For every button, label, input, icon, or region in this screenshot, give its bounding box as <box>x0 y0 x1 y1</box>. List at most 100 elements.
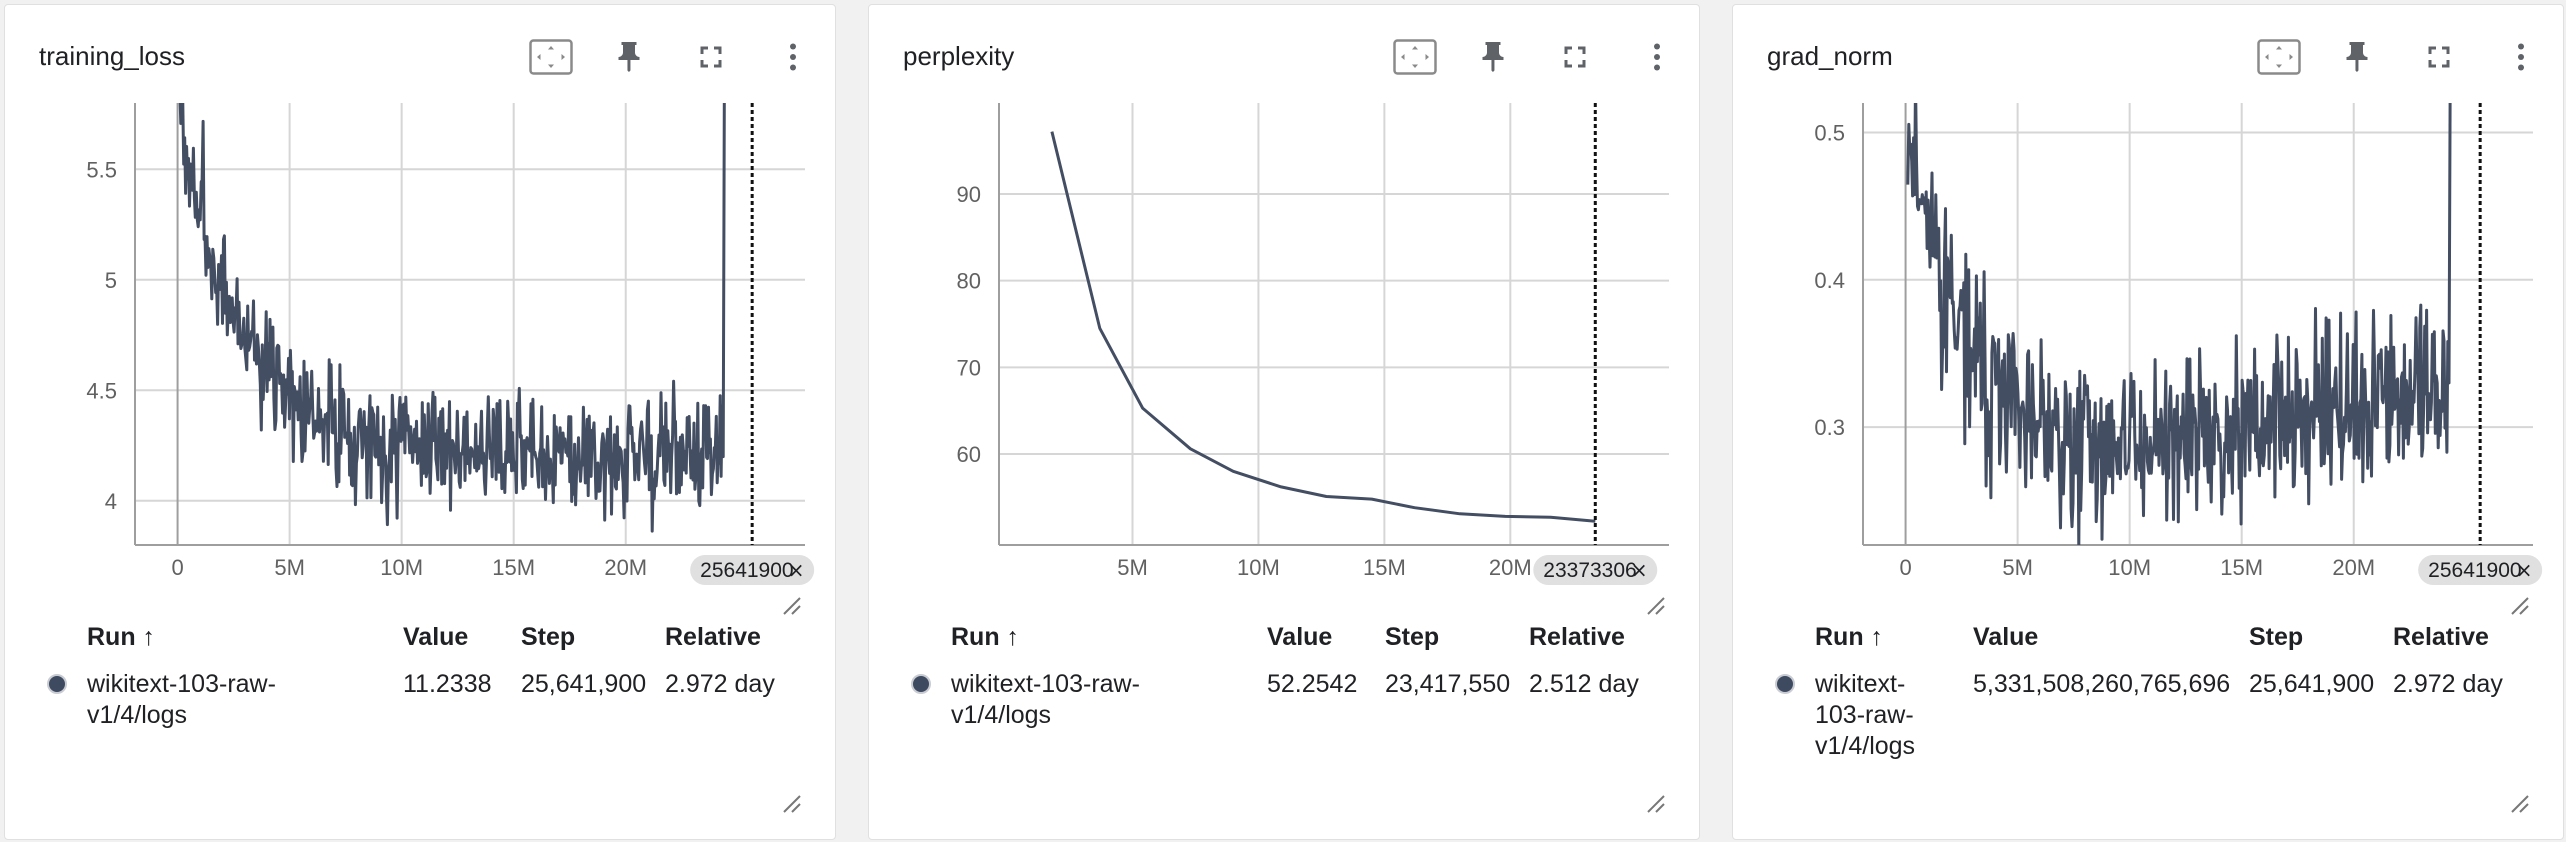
y-tick-label: 5 <box>105 268 117 293</box>
run-name-line: v1/4/logs <box>1815 732 1916 760</box>
fit-domain-icon <box>1393 39 1437 75</box>
column-header-value[interactable]: Value <box>403 623 469 651</box>
fullscreen-button[interactable] <box>1553 35 1597 79</box>
close-icon[interactable]: × <box>2516 558 2533 582</box>
y-tick-label: 80 <box>957 269 981 294</box>
x-tick-label: 0 <box>1899 555 1911 580</box>
run-name-line: wikitext-103-raw- <box>951 670 1140 698</box>
column-header-run[interactable]: Run ↑ <box>87 623 156 651</box>
resize-handle-icon[interactable] <box>781 595 803 617</box>
column-header-relative[interactable]: Relative <box>2393 623 2489 651</box>
y-tick-label: 4.5 <box>86 378 117 403</box>
fullscreen-icon <box>1564 46 1586 68</box>
x-tick-label: 15M <box>2220 555 2263 580</box>
series-line <box>1050 131 1596 523</box>
run-relative-time: 2.972 day <box>665 670 775 698</box>
x-tick-label: 20M <box>2332 555 2375 580</box>
x-tick-label: 5M <box>2002 555 2033 580</box>
chart-card-grad-norm: grad_norm 0.3 0.4 0.5 0 5M 10M 15M 20M 25641900 × <box>1732 4 2564 840</box>
y-tick-label: 0.4 <box>1814 268 1845 293</box>
line-chart[interactable]: 4 4.5 5 5.5 0 5M 10M 15M 20M 25641900× <box>5 97 836 607</box>
pin-icon <box>2346 42 2368 72</box>
x-tick-label: 20M <box>1489 555 1532 580</box>
run-name: wikitext- 103-raw- v1/4/logs <box>1815 669 1965 762</box>
column-header-run[interactable]: Run ↑ <box>1815 623 1884 651</box>
run-name: wikitext-103-raw- v1/4/logs <box>951 669 1201 731</box>
column-header-step[interactable]: Step <box>2249 623 2304 651</box>
line-chart[interactable]: 0.3 0.4 0.5 0 5M 10M 15M 20M 25641900× <box>1733 97 2564 607</box>
run-color-dot[interactable] <box>911 674 931 694</box>
more-options-button[interactable] <box>771 35 815 79</box>
series-line <box>178 103 726 533</box>
run-color-dot[interactable] <box>47 674 67 694</box>
step-badge-label: 25641900 <box>2428 559 2521 582</box>
step-badge[interactable]: 25641900× <box>690 555 815 585</box>
fit-domain-button[interactable] <box>525 35 573 79</box>
card-title: training_loss <box>39 41 185 71</box>
run-step: 25,641,900 <box>521 670 647 698</box>
run-name-line: 103-raw- <box>1815 701 1914 729</box>
run-name-line: v1/4/logs <box>87 701 188 729</box>
run-value: 11.2338 <box>403 670 492 698</box>
y-tick-label: 0.3 <box>1814 415 1845 440</box>
pin-button[interactable] <box>2335 35 2379 79</box>
chart-card-perplexity: perplexity 60 70 80 90 5M 10M 15M 20M 23373306 × <box>868 4 1700 840</box>
column-header-value[interactable]: Value <box>1973 623 2039 651</box>
resize-handle-icon[interactable] <box>1645 793 1667 815</box>
x-tick-label: 0 <box>171 555 183 580</box>
resize-handle-icon[interactable] <box>2509 793 2531 815</box>
pin-button[interactable] <box>1471 35 1515 79</box>
fullscreen-button[interactable] <box>2417 35 2461 79</box>
fullscreen-icon <box>2428 46 2450 68</box>
more-options-button[interactable] <box>2499 35 2543 79</box>
run-color-dot[interactable] <box>1775 674 1795 694</box>
card-title: perplexity <box>903 41 1015 71</box>
fit-domain-button[interactable] <box>1389 35 1437 79</box>
more-vert-icon <box>1654 43 1660 71</box>
x-tick-label: 5M <box>1117 555 1148 580</box>
column-header-relative[interactable]: Relative <box>665 623 761 651</box>
step-badge-label: 23373306 <box>1543 559 1636 582</box>
x-tick-label: 15M <box>492 555 535 580</box>
step-badge[interactable]: 25641900× <box>2418 555 2543 585</box>
x-tick-label: 20M <box>604 555 647 580</box>
x-tick-label: 10M <box>2108 555 2151 580</box>
x-tick-label: 5M <box>274 555 305 580</box>
more-vert-icon <box>790 43 796 71</box>
y-tick-label: 90 <box>957 182 981 207</box>
fit-domain-icon <box>2257 39 2301 75</box>
pin-icon <box>618 42 640 72</box>
run-name-line: wikitext- <box>1815 670 1906 698</box>
column-header-value[interactable]: Value <box>1267 623 1333 651</box>
y-tick-label: 5.5 <box>86 157 117 182</box>
pin-button[interactable] <box>607 35 651 79</box>
run-value: 52.2542 <box>1267 670 1358 698</box>
column-header-relative[interactable]: Relative <box>1529 623 1625 651</box>
y-tick-label: 70 <box>957 355 981 380</box>
close-icon[interactable]: × <box>1631 558 1648 582</box>
resize-handle-icon[interactable] <box>781 793 803 815</box>
fullscreen-icon <box>700 46 722 68</box>
more-options-button[interactable] <box>1635 35 1679 79</box>
fullscreen-button[interactable] <box>689 35 733 79</box>
column-header-run[interactable]: Run ↑ <box>951 623 1020 651</box>
resize-handle-icon[interactable] <box>1645 595 1667 617</box>
column-header-step[interactable]: Step <box>521 623 576 651</box>
run-relative-time: 2.512 day <box>1529 670 1639 698</box>
run-name-line: v1/4/logs <box>951 701 1052 729</box>
fit-domain-button[interactable] <box>2253 35 2301 79</box>
more-vert-icon <box>2518 43 2524 71</box>
step-badge[interactable]: 23373306× <box>1533 555 1658 585</box>
card-toolbar <box>1389 35 1679 75</box>
pin-icon <box>1482 42 1504 72</box>
column-header-step[interactable]: Step <box>1385 623 1440 651</box>
x-tick-label: 10M <box>380 555 423 580</box>
resize-handle-icon[interactable] <box>2509 595 2531 617</box>
run-value: 5,331,508,260,765,696 <box>1973 670 2231 698</box>
close-icon[interactable]: × <box>788 558 805 582</box>
y-tick-label: 4 <box>105 489 117 514</box>
run-step: 23,417,550 <box>1385 670 1511 698</box>
series-line <box>1906 103 2452 545</box>
card-toolbar <box>525 35 815 75</box>
